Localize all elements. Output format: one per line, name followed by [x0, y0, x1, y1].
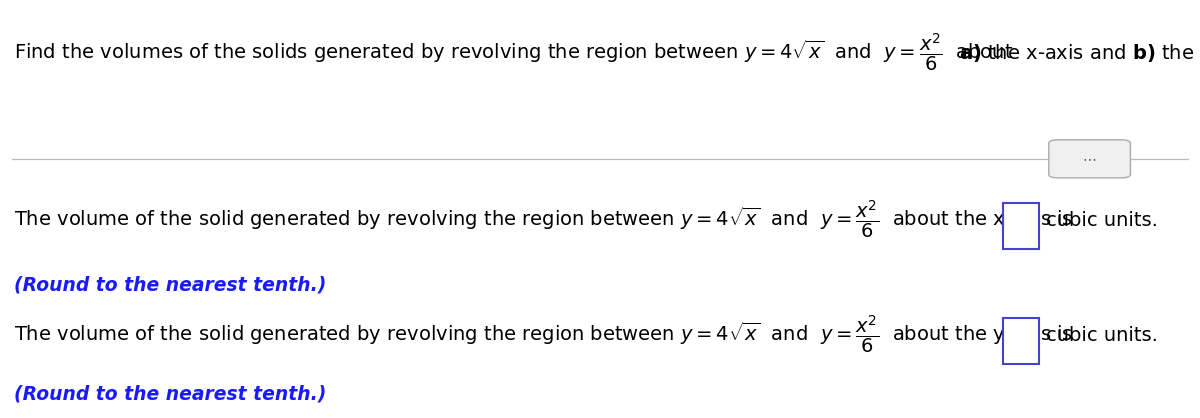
Text: cubic units.: cubic units.: [1046, 326, 1158, 345]
Text: The volume of the solid generated by revolving the region between $y = 4\sqrt{x}: The volume of the solid generated by rev…: [14, 313, 1074, 355]
Text: cubic units.: cubic units.: [1046, 211, 1158, 230]
Text: (Round to the nearest tenth.): (Round to the nearest tenth.): [14, 384, 326, 403]
Text: $\bf{a)}$ the x-axis and $\bf{b)}$ the y-axis.: $\bf{a)}$ the x-axis and $\bf{b)}$ the y…: [959, 41, 1200, 64]
Text: (Round to the nearest tenth.): (Round to the nearest tenth.): [14, 275, 326, 295]
FancyBboxPatch shape: [1049, 140, 1130, 178]
Text: The volume of the solid generated by revolving the region between $y = 4\sqrt{x}: The volume of the solid generated by rev…: [14, 198, 1074, 240]
Text: ⋯: ⋯: [1082, 152, 1097, 166]
Text: Find the volumes of the solids generated by revolving the region between $y = 4\: Find the volumes of the solids generated…: [14, 31, 1014, 73]
FancyBboxPatch shape: [1003, 318, 1039, 364]
FancyBboxPatch shape: [1003, 203, 1039, 249]
